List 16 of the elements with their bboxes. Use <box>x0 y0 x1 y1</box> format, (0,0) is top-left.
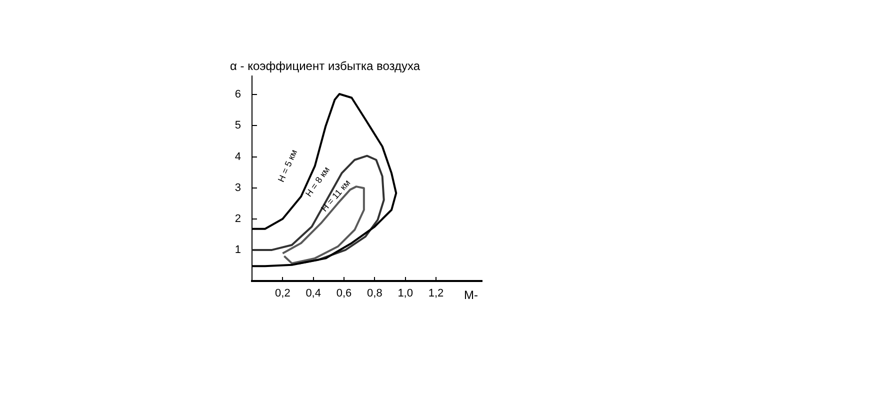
x-axis-title: М- <box>464 288 478 302</box>
x-tick-label: 0,8 <box>367 288 382 300</box>
y-axis-title: α - коэффициент избытка воздуха <box>230 59 420 73</box>
y-tick-label: 3 <box>234 182 241 194</box>
y-tick-label: 4 <box>234 150 241 163</box>
x-tick-label: 0,6 <box>336 288 352 300</box>
annotation: H = 5 км <box>276 148 300 184</box>
y-tick-label: 1 <box>234 244 241 256</box>
y-tick-label: 5 <box>234 120 241 132</box>
y-tick-label: 6 <box>234 88 241 101</box>
x-tick-label: 1,2 <box>428 288 444 300</box>
x-tick-label: 0,2 <box>275 288 290 300</box>
x-tick-label: 1,0 <box>398 288 413 300</box>
annotation: H = 8 км <box>304 164 332 199</box>
y-tick-label: 2 <box>234 212 241 225</box>
x-tick-label: 0,4 <box>306 288 321 300</box>
